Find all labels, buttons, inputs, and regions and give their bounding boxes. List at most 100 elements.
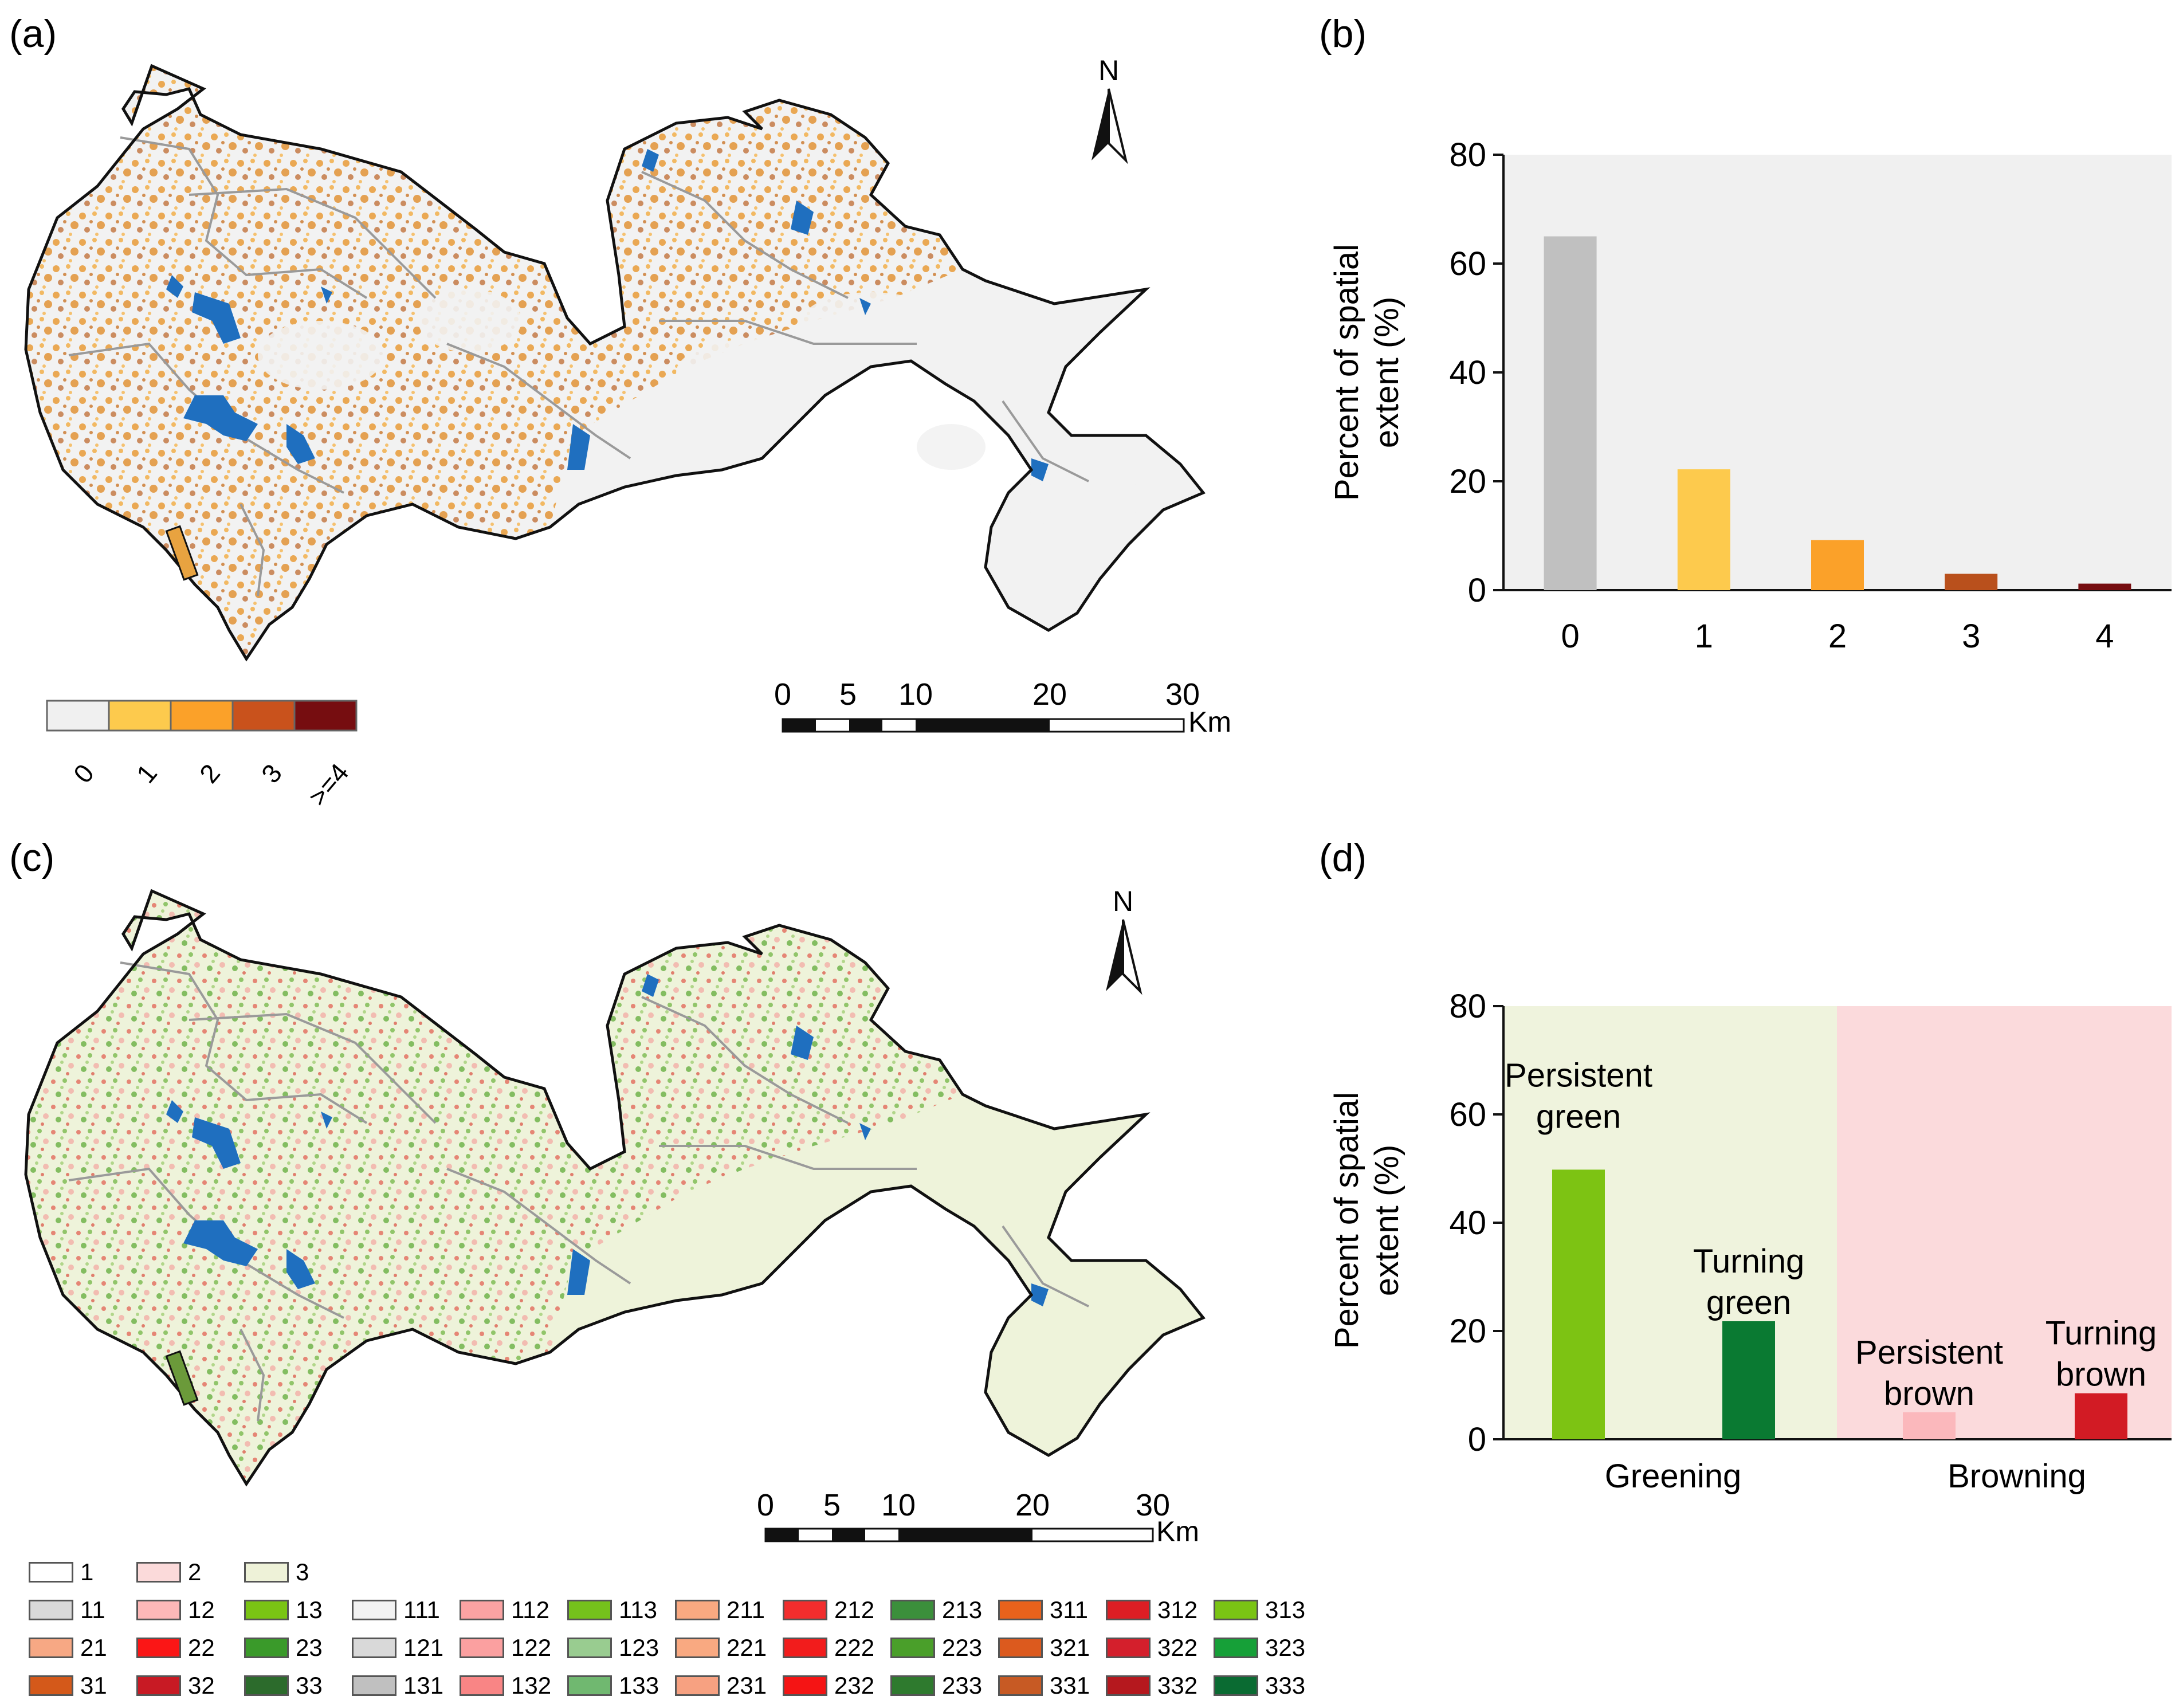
legend-c-item-2: 2 [136, 1558, 201, 1585]
legend-c-code: 132 [511, 1672, 552, 1699]
chart-d-ytick-label: 80 [1449, 988, 1486, 1025]
legend-a-label-4: >=4 [303, 757, 355, 811]
legend-a-swatch-4 [293, 700, 358, 732]
scale-tick-10: 10 [881, 1488, 916, 1522]
legend-c-swatch [1106, 1600, 1151, 1620]
legend-c-swatch [29, 1638, 73, 1658]
legend-c-swatch [244, 1675, 289, 1696]
chart-b-ytick-label: 60 [1449, 245, 1486, 282]
scale-unit: Km [1156, 1515, 1199, 1548]
chart-b: 0 20 40 60 80 0 1 2 3 4 Percent of spatial exten… [1328, 136, 2172, 655]
legend-c-code: 21 [80, 1634, 107, 1661]
chart-b-xtick-label: 2 [1828, 618, 1847, 655]
north-arrow: N [1092, 54, 1128, 164]
legend-c-item-13: 13 [244, 1596, 323, 1623]
legend-a-swatch-0 [46, 700, 110, 732]
legend-c-code: 231 [727, 1672, 767, 1699]
legend-c-swatch [1106, 1638, 1151, 1658]
map-boundary [24, 64, 1206, 662]
chart-d-group-label-browning: Browning [1948, 1458, 2086, 1495]
legend-c-swatch [244, 1600, 289, 1620]
legend-c-code: 12 [188, 1596, 215, 1623]
legend-c-code: 112 [511, 1596, 549, 1623]
chart-b-ylabel-line2: extent (%) [1368, 297, 1405, 448]
chart-d-ylabel-line1: Percent of spatial [1328, 1092, 1365, 1349]
legend-c-code: 232 [834, 1672, 875, 1699]
legend-c-code: 123 [619, 1634, 659, 1661]
chart-b-ytick-label: 20 [1449, 463, 1486, 500]
legend-c-code: 3 [296, 1558, 309, 1585]
map-a: N 0 5 10 20 30 Km 0 1 2 3 >=4 [24, 54, 1231, 811]
chart-d-browning-background [1837, 1006, 2172, 1439]
panel-label-a: (a) [9, 12, 57, 56]
legend-c-swatch [1214, 1638, 1258, 1658]
legend-a-swatch-2 [170, 700, 234, 732]
legend-c-swatch [675, 1600, 720, 1620]
legend-c-item-333: 333 [1214, 1672, 1306, 1699]
scale-bar: 0 5 10 20 30 Km [774, 677, 1231, 738]
legend-a: 0 1 2 3 >=4 [46, 700, 358, 811]
legend-c-code: 312 [1157, 1596, 1198, 1623]
legend-c-swatch [998, 1600, 1043, 1620]
legend-c-item-111: 111 [352, 1596, 440, 1623]
legend-c-item-311: 311 [998, 1596, 1088, 1623]
north-label: N [1098, 54, 1119, 87]
legend-c-code: 31 [80, 1672, 107, 1699]
legend-c-code: 23 [296, 1634, 323, 1661]
legend-c-item-122: 122 [460, 1634, 551, 1661]
coastal-strip [165, 525, 199, 581]
scale-tick-5: 5 [823, 1488, 841, 1522]
chart-b-xtick-label: 3 [1962, 618, 1980, 655]
legend-c-item-211: 211 [675, 1596, 765, 1623]
legend-c-code: 331 [1050, 1672, 1090, 1699]
legend-c-swatch [352, 1675, 396, 1696]
legend-c-item-321: 321 [998, 1634, 1090, 1661]
scale-tick-30: 30 [1136, 1488, 1170, 1522]
legend-c-code: 233 [942, 1672, 983, 1699]
water-bodies [166, 149, 1049, 481]
legend-c-item-112: 112 [460, 1596, 549, 1623]
legend-c-item-1: 1 [29, 1558, 94, 1585]
legend-c-item-11: 11 [29, 1596, 105, 1623]
chart-d-bar-labels: Persistent green Turning green Persistent bro… [1505, 1057, 2157, 1412]
chart-d-ytick-label: 20 [1449, 1313, 1486, 1350]
legend-c-swatch [783, 1638, 827, 1658]
legend-c-swatch [352, 1638, 396, 1658]
legend-c-item-233: 233 [890, 1672, 983, 1699]
chart-b-ylabel-line1: Percent of spatial [1328, 244, 1365, 501]
legend-c-code: 322 [1157, 1634, 1198, 1661]
legend-c-item-232: 232 [783, 1672, 875, 1699]
panel-label-d: (d) [1319, 836, 1367, 879]
legend-c-code: 333 [1265, 1672, 1306, 1699]
legend-c-item-32: 32 [136, 1672, 215, 1699]
chart-d-ytick-label: 40 [1449, 1204, 1486, 1242]
chart-d-bar-label: brown [2056, 1356, 2146, 1393]
chart-b-bar-2 [1811, 540, 1864, 590]
legend-c-swatch [460, 1638, 504, 1658]
legend-c-swatch [675, 1638, 720, 1658]
legend-c-swatch [29, 1675, 73, 1696]
chart-b-bar-0 [1544, 236, 1597, 590]
chart-d-bar-label: Turning [1693, 1243, 1805, 1280]
legend-c-swatch [29, 1562, 73, 1583]
legend-c-code: 332 [1157, 1672, 1198, 1699]
legend-c-swatch [1214, 1675, 1258, 1696]
chart-b-ytick-label: 80 [1449, 136, 1486, 174]
coastal-strip [165, 1350, 199, 1406]
legend-c-item-322: 322 [1106, 1634, 1198, 1661]
map-boundary [24, 889, 1206, 1487]
legend-c-code: 1 [80, 1558, 94, 1585]
legend-c-swatch [998, 1675, 1043, 1696]
chart-b-xtick-label: 1 [1695, 618, 1713, 655]
legend-c-item-121: 121 [352, 1634, 443, 1661]
scale-tick-30: 30 [1165, 677, 1200, 712]
legend-c-swatch [783, 1675, 827, 1696]
legend-c-code: 323 [1265, 1634, 1306, 1661]
legend-c-item-3: 3 [244, 1558, 309, 1585]
legend-c-item-131: 131 [352, 1672, 443, 1699]
legend-c-swatch [136, 1638, 181, 1658]
legend-c-code: 311 [1050, 1596, 1088, 1623]
chart-b-y-ticks: 0 20 40 60 80 [1449, 136, 1503, 609]
legend-c-code: 33 [296, 1672, 323, 1699]
